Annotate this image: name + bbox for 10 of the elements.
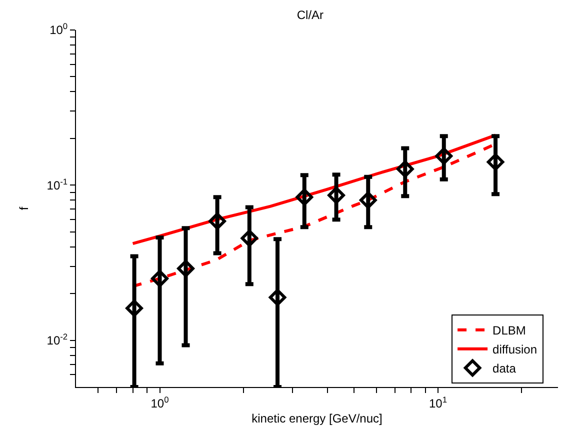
legend-label: diffusion (492, 342, 538, 357)
y-tick-label: 10$^{-2}$ (46, 331, 68, 348)
legend-label: DLBM (492, 324, 526, 338)
y-tick-label: 10$^{-1}$ (46, 176, 68, 192)
chart-title: Cl/Ar (296, 8, 324, 22)
y-axis-title: f (17, 206, 32, 210)
x-axis-title: kinetic energy [GeV/nuc] (252, 411, 382, 426)
x-tick-label: 10$^{1}$ (428, 394, 448, 410)
legend-label: data (492, 362, 516, 376)
y-tick-label: 10$^{0}$ (50, 21, 68, 38)
